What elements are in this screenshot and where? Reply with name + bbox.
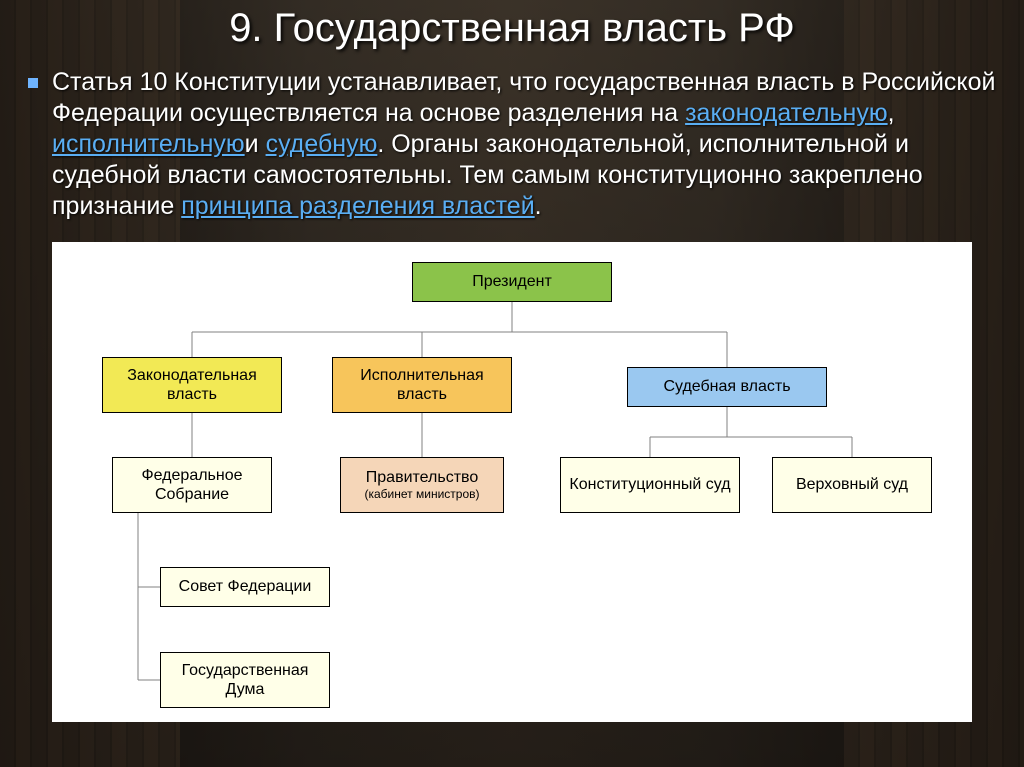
link-judicial[interactable]: судебную (266, 130, 378, 158)
node-federation-council: Совет Федерации (160, 567, 330, 607)
node-judicial-label: Судебная власть (663, 377, 790, 396)
paragraph-row: Статья 10 Конституции устанавливает, что… (28, 67, 996, 222)
para-text-2: и (245, 130, 266, 158)
para-text-4: . (535, 192, 542, 220)
node-executive: Исполнительная власть (332, 357, 512, 413)
intro-paragraph: Статья 10 Конституции устанавливает, что… (52, 67, 996, 222)
node-judicial: Судебная власть (627, 367, 827, 407)
node-constitutional-court: Конституционный суд (560, 457, 740, 513)
node-supreme-court: Верховный суд (772, 457, 932, 513)
node-supreme-court-label: Верховный суд (796, 475, 908, 494)
slide-content: 9. Государственная власть РФ Статья 10 К… (0, 0, 1024, 722)
node-president-label: Президент (472, 272, 552, 291)
link-executive[interactable]: исполнительную (52, 130, 245, 158)
link-legislative[interactable]: законодательную (685, 99, 888, 127)
node-president: Президент (412, 262, 612, 302)
link-separation-principle[interactable]: принципа разделения властей (181, 192, 534, 220)
node-federation-council-label: Совет Федерации (179, 577, 312, 596)
node-legislative-label: Законодательная власть (109, 366, 275, 404)
node-state-duma: Государственная Дума (160, 652, 330, 708)
node-government-label: Правительство (365, 468, 480, 487)
node-constitutional-court-label: Конституционный суд (569, 475, 730, 494)
para-sep-1: , (888, 99, 895, 127)
bullet-icon (28, 78, 38, 88)
node-state-duma-label: Государственная Дума (167, 661, 323, 699)
node-government-sublabel: (кабинет министров) (365, 487, 480, 501)
slide-title: 9. Государственная власть РФ (28, 6, 996, 51)
node-legislative: Законодательная власть (102, 357, 282, 413)
node-federal-assembly-label: Федеральное Собрание (119, 466, 265, 504)
org-diagram: Президент Законодательная власть Исполни… (52, 242, 972, 722)
node-federal-assembly: Федеральное Собрание (112, 457, 272, 513)
node-government: Правительство (кабинет министров) (340, 457, 504, 513)
node-executive-label: Исполнительная власть (339, 366, 505, 404)
